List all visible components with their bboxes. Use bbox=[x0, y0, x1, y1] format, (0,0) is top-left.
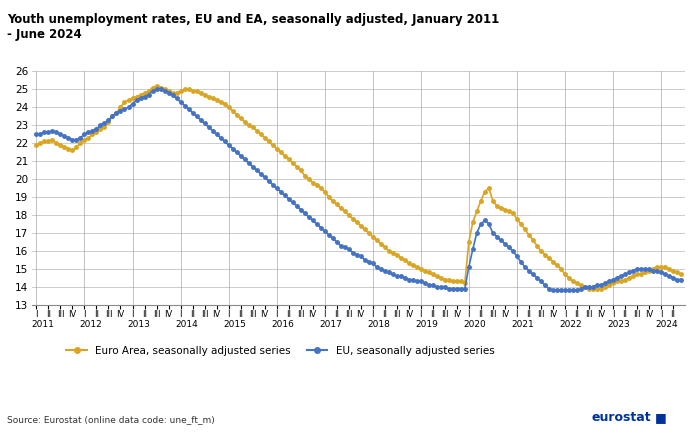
Text: 2011: 2011 bbox=[31, 320, 54, 329]
Text: 2017: 2017 bbox=[319, 320, 342, 329]
Text: 2012: 2012 bbox=[79, 320, 102, 329]
Text: 2021: 2021 bbox=[512, 320, 534, 329]
Text: Youth unemployment rates, EU and EA, seasonally adjusted, January 2011
- June 20: Youth unemployment rates, EU and EA, sea… bbox=[7, 13, 499, 41]
Text: 2016: 2016 bbox=[271, 320, 294, 329]
Text: Source: Eurostat (online data code: une_ft_m): Source: Eurostat (online data code: une_… bbox=[7, 415, 215, 424]
Text: 2014: 2014 bbox=[175, 320, 198, 329]
Text: 2024: 2024 bbox=[656, 320, 678, 329]
Text: 2020: 2020 bbox=[463, 320, 486, 329]
Legend: Euro Area, seasonally adjusted series, EU, seasonally adjusted series: Euro Area, seasonally adjusted series, E… bbox=[62, 342, 498, 360]
Text: 2013: 2013 bbox=[127, 320, 150, 329]
Text: 2019: 2019 bbox=[415, 320, 438, 329]
Text: ■: ■ bbox=[654, 411, 666, 424]
Text: eurostat: eurostat bbox=[592, 411, 651, 424]
Text: 2018: 2018 bbox=[368, 320, 390, 329]
Text: 2023: 2023 bbox=[608, 320, 630, 329]
Text: 2022: 2022 bbox=[559, 320, 582, 329]
Text: 2015: 2015 bbox=[223, 320, 246, 329]
